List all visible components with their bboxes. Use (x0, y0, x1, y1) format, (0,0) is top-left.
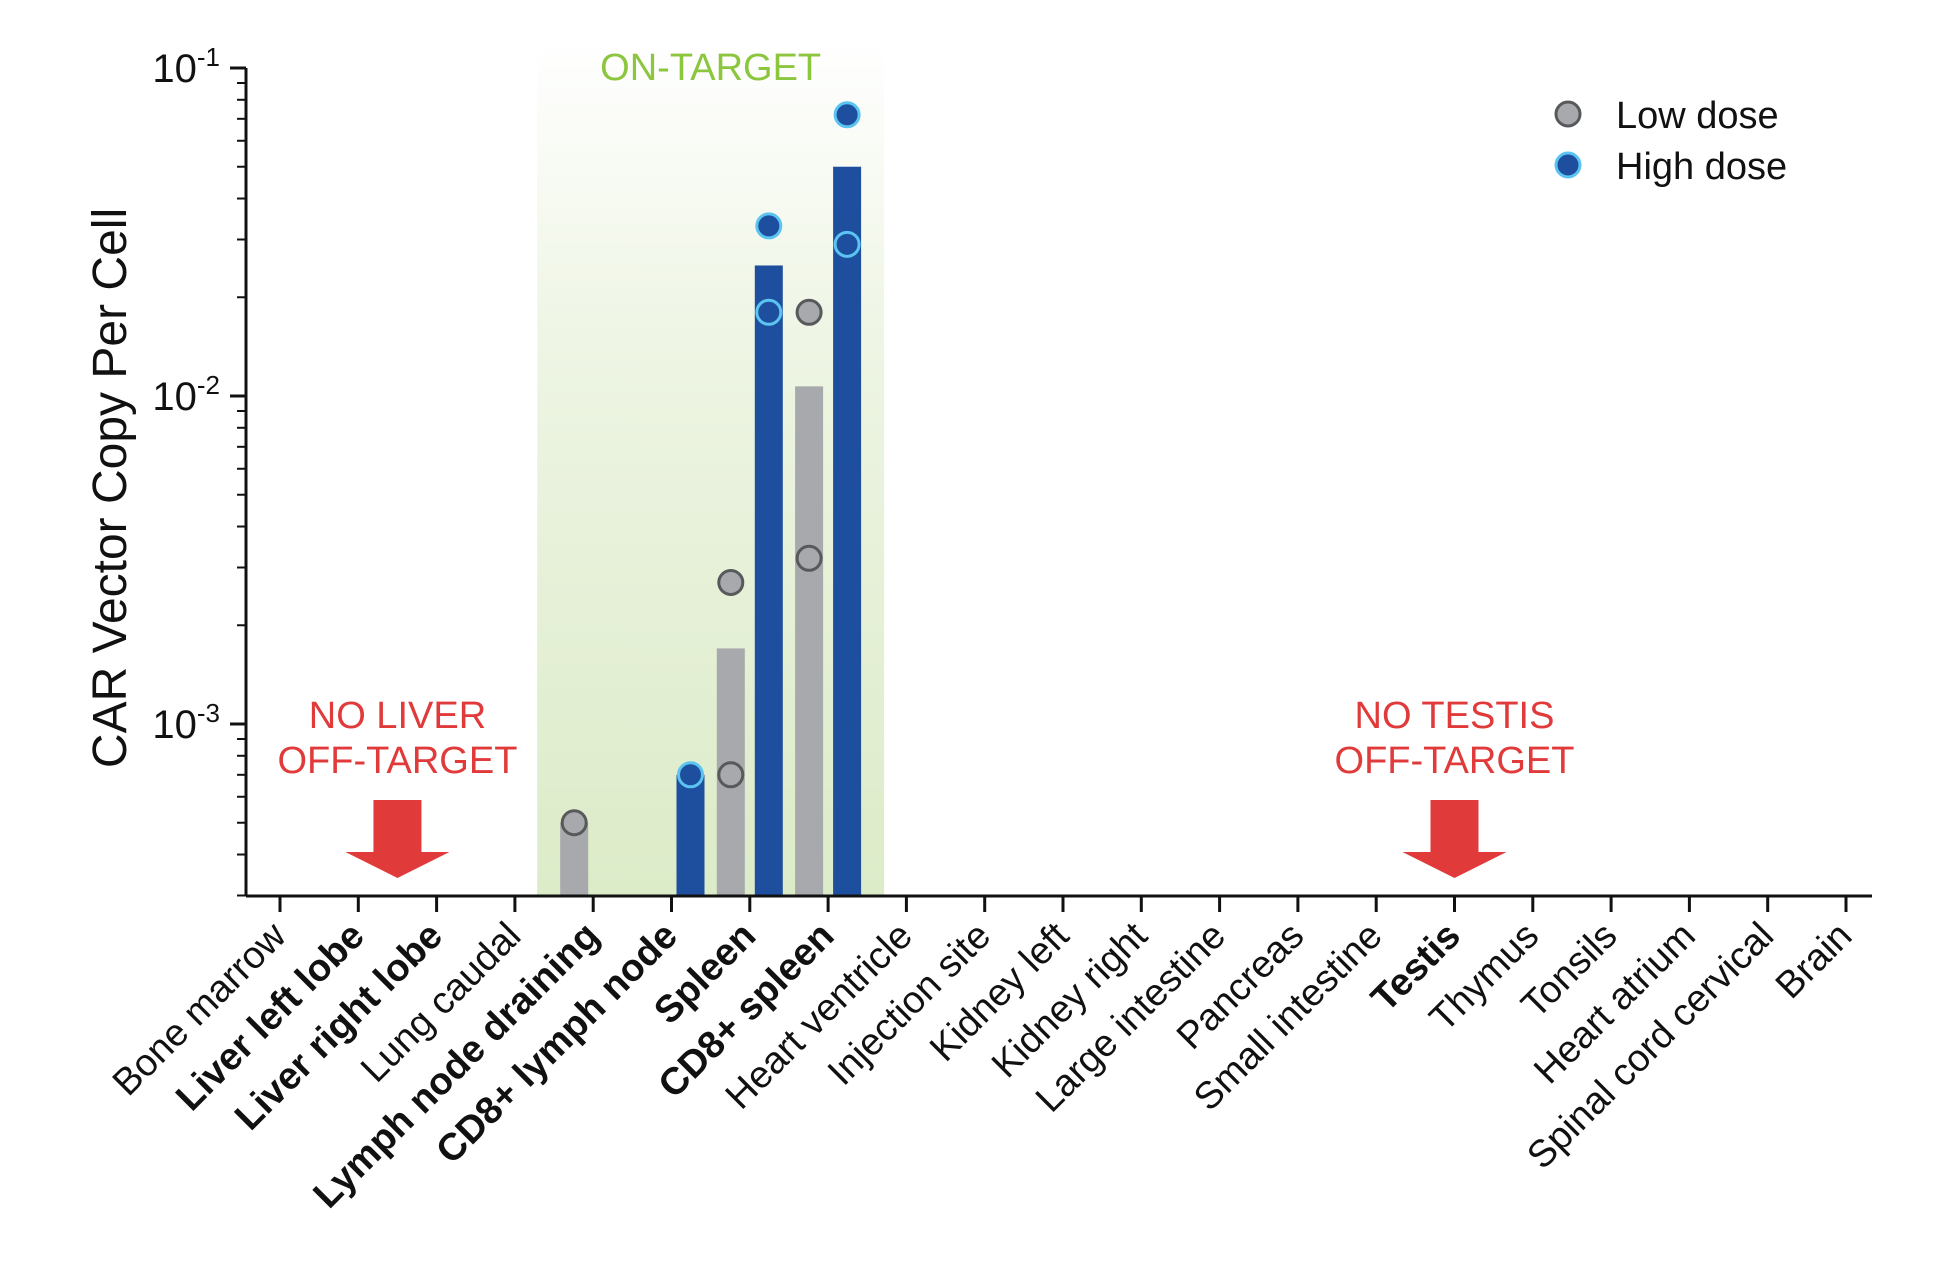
annotation-text: NO LIVER (309, 695, 486, 737)
bar-low-dose (795, 386, 824, 896)
down-arrow-icon (1402, 800, 1507, 878)
axes: 10-3 10-2 10-1 (152, 42, 1872, 912)
legend-marker (1554, 151, 1582, 179)
x-tick-label: Brain (1768, 915, 1860, 1007)
point-low-dose (717, 569, 745, 597)
bars-layer (560, 166, 862, 896)
point-high-dose (755, 212, 783, 240)
bar-low-dose (716, 648, 745, 896)
down-arrow-icon (345, 800, 450, 878)
point-low-dose (795, 298, 823, 326)
bar-high-dose (833, 166, 862, 896)
legend: Low dose High dose (1554, 95, 1787, 188)
y-tick-label: 10-3 (152, 698, 220, 747)
annotation-text: NO TESTIS (1355, 695, 1555, 737)
y-tick-label: 10-2 (152, 370, 220, 419)
on-target-region-label: ON-TARGET (600, 47, 821, 89)
point-low-dose (560, 809, 588, 837)
points-layer (560, 101, 861, 837)
annotation-text: OFF-TARGET (277, 740, 517, 782)
legend-marker (1554, 100, 1582, 128)
bar-high-dose (676, 774, 705, 896)
y-tick-label: 10-1 (152, 42, 220, 91)
on-target-region-rect (537, 40, 885, 896)
legend-label: High dose (1616, 146, 1787, 188)
x-ticks (278, 896, 1848, 912)
bar-high-dose (754, 265, 783, 896)
annotation-text: OFF-TARGET (1335, 740, 1575, 782)
y-ticks: 10-3 10-2 10-1 (152, 42, 246, 897)
legend-label: Low dose (1616, 95, 1779, 137)
point-high-dose (677, 761, 704, 789)
point-high-dose (755, 298, 783, 326)
point-high-dose (833, 101, 861, 129)
point-low-dose (717, 761, 745, 789)
point-low-dose (795, 544, 823, 572)
on-target-region: ON-TARGET (537, 40, 885, 896)
y-axis-label: CAR Vector Copy Per Cell (84, 208, 137, 768)
point-high-dose (833, 230, 861, 258)
